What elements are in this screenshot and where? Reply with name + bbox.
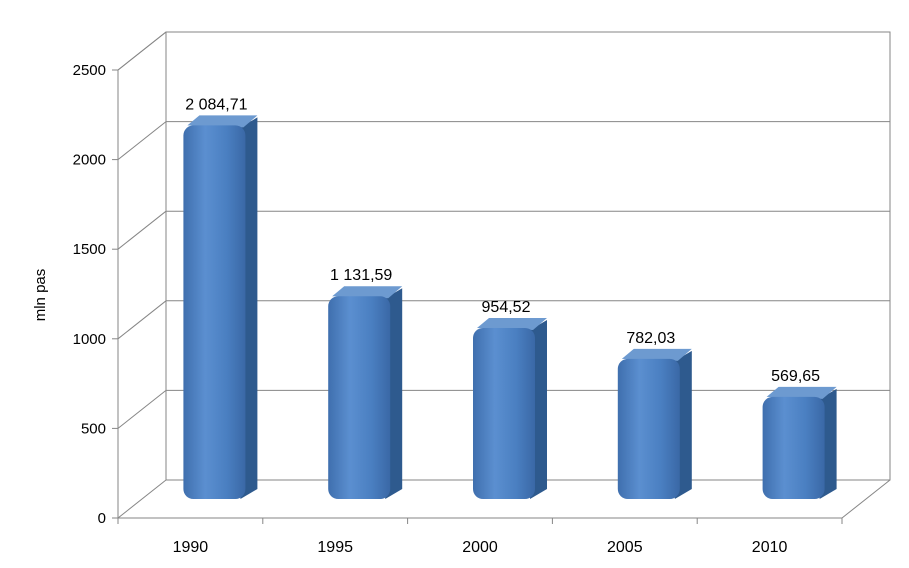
y-tick-label: 500 (81, 420, 106, 437)
y-tick-label: 2500 (73, 62, 106, 79)
floor-left-edge (117, 479, 167, 519)
bar-top (332, 286, 403, 299)
bars (183, 115, 837, 499)
x-tick-label: 2005 (607, 539, 643, 556)
x-tick-label: 1995 (317, 539, 353, 556)
data-label: 954,52 (482, 299, 531, 316)
bar-front (183, 125, 246, 499)
bar-front (762, 396, 825, 499)
gridline-side (117, 210, 167, 250)
y-tick-label: 0 (98, 510, 106, 527)
data-label: 1 131,59 (330, 267, 392, 284)
bar-front (617, 358, 680, 499)
y-tick-label: 2000 (73, 152, 106, 169)
bar (762, 386, 837, 499)
y-tick-label: 1000 (73, 331, 106, 348)
bar (183, 115, 258, 499)
bar-front (328, 296, 391, 499)
bar (617, 348, 692, 499)
bar (473, 317, 547, 499)
bar (328, 286, 403, 499)
gridline-side (117, 300, 167, 340)
y-axis-title: mln pas (32, 269, 49, 322)
gridline-side (117, 31, 167, 71)
gridline-side (117, 121, 167, 160)
bar-front (473, 327, 535, 499)
data-label: 782,03 (626, 330, 675, 347)
data-label: 2 084,71 (185, 96, 247, 113)
x-tick-label: 2000 (462, 539, 498, 556)
y-tick-label: 1500 (73, 241, 106, 258)
bar-top (766, 386, 837, 399)
x-tick-label: 2010 (752, 539, 788, 556)
x-tick-label: 1990 (173, 539, 209, 556)
data-labels: 2 084,71 1 131,59 954,52 782,03 569,65 (185, 96, 820, 384)
y-axis-ticks: 0 500 1000 1500 2000 2500 (73, 62, 118, 527)
gridline-side (117, 390, 167, 429)
x-axis-ticks: 1990 1995 2000 2005 2010 (117, 518, 843, 556)
floor-right-edge (841, 479, 891, 519)
bar-top (187, 115, 258, 128)
bar-top (621, 348, 692, 361)
bar-top (477, 317, 547, 330)
data-label: 569,65 (771, 368, 820, 385)
